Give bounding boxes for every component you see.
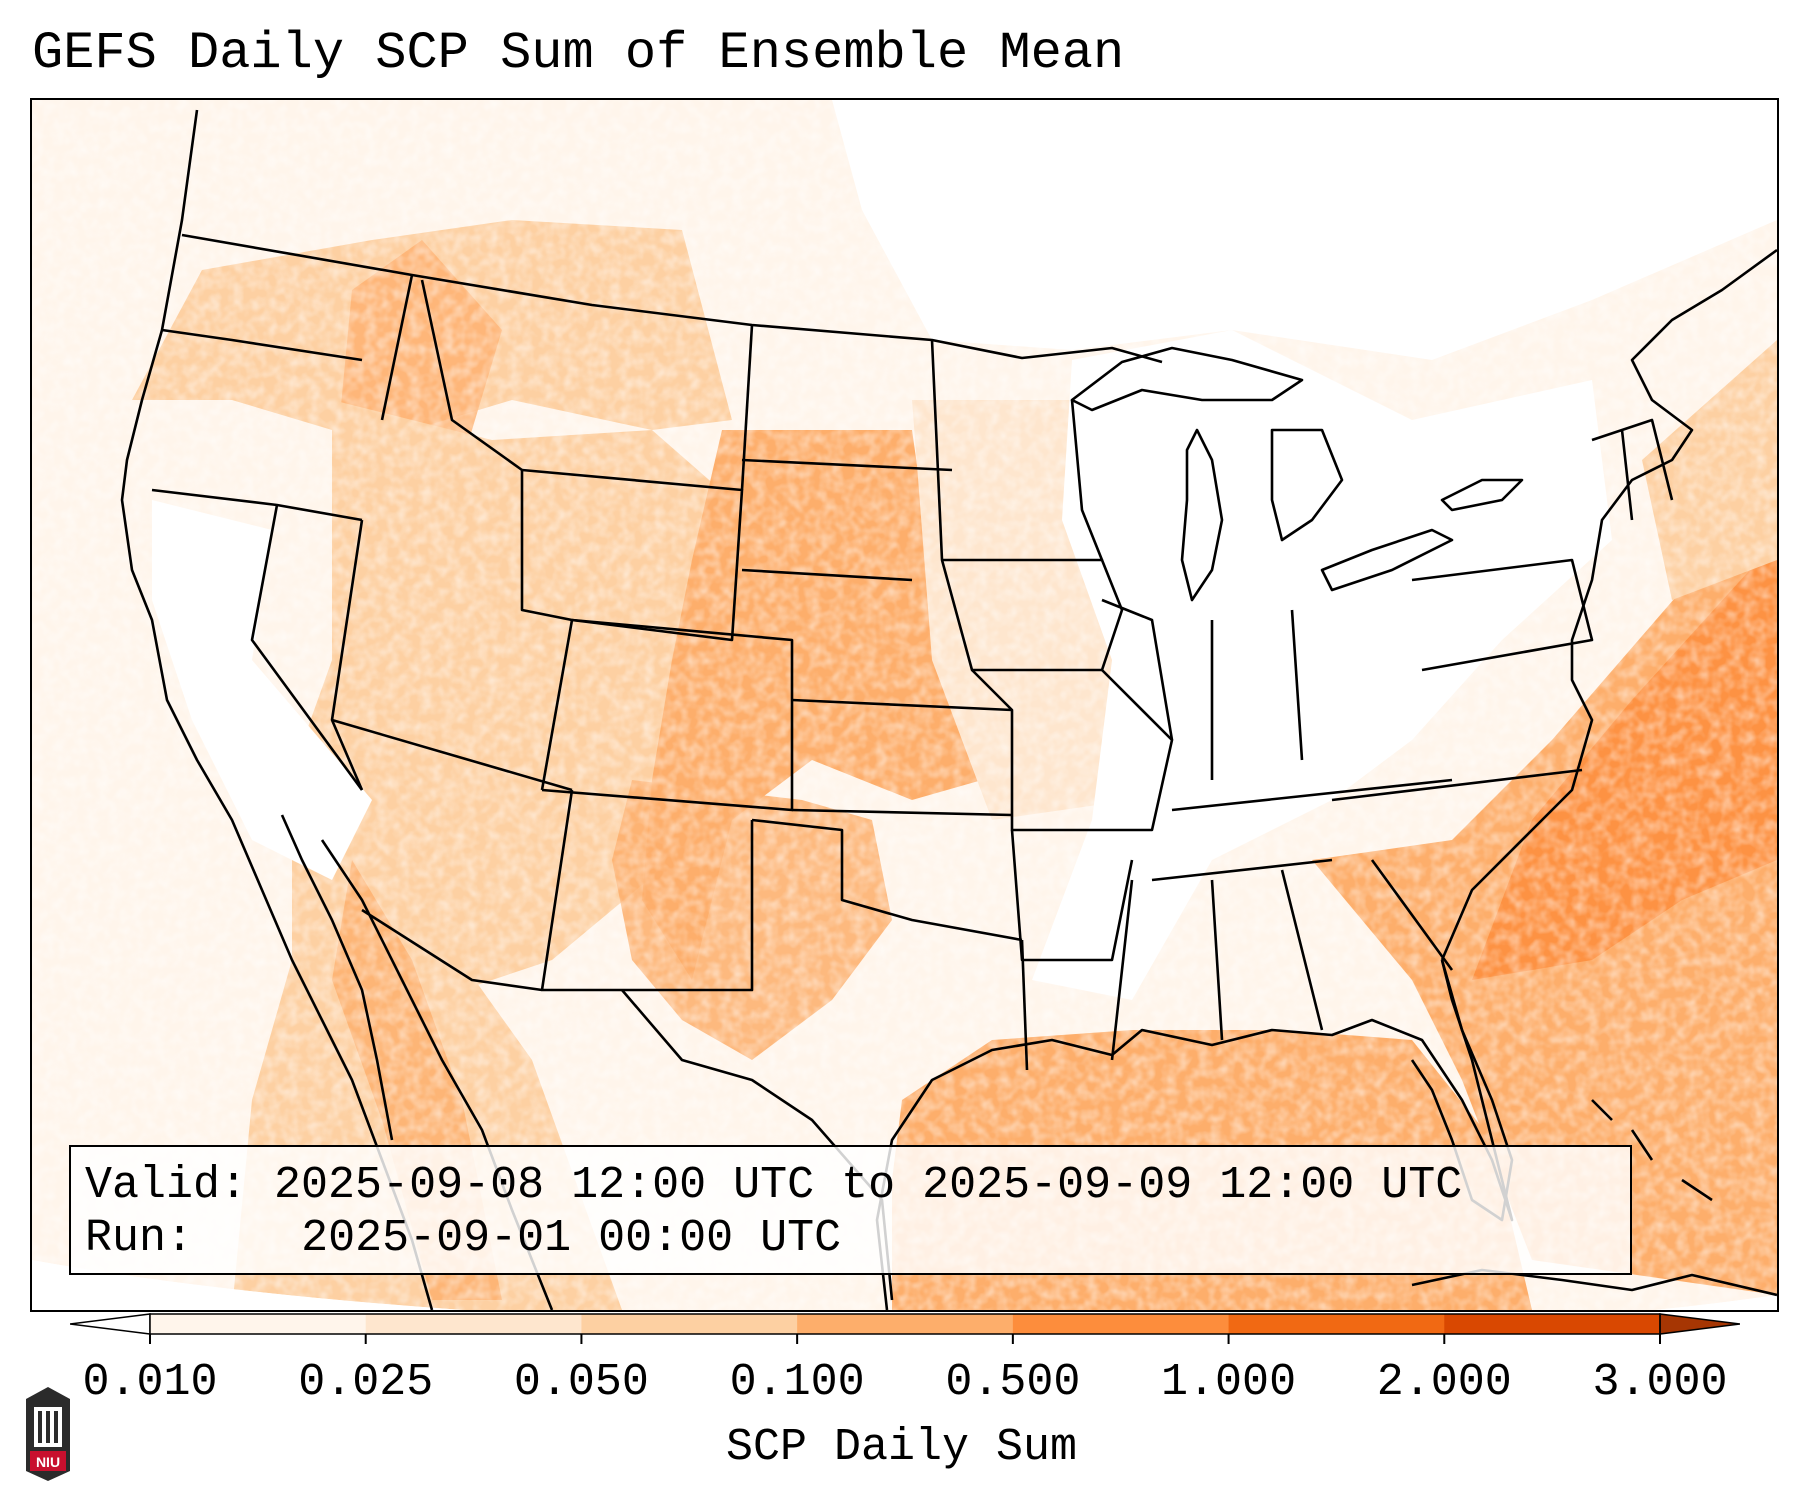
border-nd-sd <box>741 458 953 472</box>
colorbar-segments <box>70 1313 1740 1335</box>
coastline-west <box>120 109 434 1310</box>
border-tx-ok <box>751 818 1023 942</box>
logo-text: NIU <box>36 1454 60 1470</box>
border-wy <box>521 468 744 642</box>
border-or-wa <box>161 328 363 362</box>
border-va-nc <box>1331 768 1583 802</box>
colorbar-segment <box>1012 1314 1230 1334</box>
border-wa-id <box>380 274 414 421</box>
map-canvas <box>32 100 1777 1310</box>
coastline-east <box>1440 248 1777 961</box>
colorbar-tick-label: 0.010 <box>82 1357 218 1408</box>
colorbar-label: SCP Daily Sum <box>725 1422 1078 1473</box>
colorbar-segment <box>1228 1314 1445 1334</box>
map-panel: Valid: 2025-09-08 12:00 UTC to 2025-09-0… <box>30 98 1779 1312</box>
colorbar-extend-max <box>1659 1313 1740 1335</box>
colorbar-segment <box>365 1314 582 1334</box>
border-tx-la <box>1020 939 1029 1071</box>
colorbar-tick-label: 0.050 <box>513 1357 649 1408</box>
great-lake-michigan <box>1180 428 1224 602</box>
colorbar-segment <box>1444 1314 1661 1334</box>
border-co <box>541 618 794 812</box>
border-ut-az <box>331 718 573 792</box>
border-ks-ok <box>791 808 1013 817</box>
niu-logo-icon: NIU <box>26 1387 70 1481</box>
border-az-mx <box>361 908 543 992</box>
colorbar-segment <box>797 1314 1014 1334</box>
border-ar <box>1010 829 1134 962</box>
border-ms-al <box>1110 879 1224 1061</box>
border-pa-ny <box>1411 558 1594 672</box>
border-us-canada <box>181 233 1163 364</box>
border-nm <box>540 789 754 992</box>
colorbar-ticks <box>149 1334 1661 1344</box>
border-ut-co <box>540 619 574 791</box>
great-lake-superior <box>1070 346 1304 412</box>
colorbar-extend-min <box>70 1313 151 1335</box>
border-tn-ky <box>1151 778 1453 882</box>
colorbar-segment <box>150 1314 367 1334</box>
colorbar-tick-label: 0.100 <box>729 1357 865 1408</box>
coastline-bahamas <box>1591 1099 1713 1202</box>
border-id-mt <box>420 279 523 472</box>
valid-time-box: Valid: 2025-09-08 12:00 UTC to 2025-09-0… <box>69 1145 1632 1275</box>
great-lake-huron <box>1270 428 1344 542</box>
colorbar-tick-label: 0.500 <box>945 1357 1081 1408</box>
border-mt-nd <box>740 324 754 491</box>
boundary-lines <box>120 109 1777 1310</box>
valid-time-range: 2025-09-08 12:00 UTC to 2025-09-09 12:00… <box>274 1160 1463 1211</box>
border-id-wy <box>520 470 573 622</box>
border-nv-ca <box>250 504 364 791</box>
border-ga-sc <box>1280 859 1454 1031</box>
great-lake-erie <box>1320 528 1454 592</box>
page-title: GEFS Daily SCP Sum of Ensemble Mean <box>32 24 1125 83</box>
border-ne-ks <box>791 698 1013 712</box>
run-time: 2025-09-01 00:00 UTC <box>301 1213 842 1264</box>
colorbar-outline <box>149 1313 1661 1335</box>
border-new-england <box>1591 418 1674 521</box>
colorbar-tick-label: 2.000 <box>1376 1357 1512 1408</box>
colorbar-tick-label: 1.000 <box>1161 1357 1297 1408</box>
colorbar-tick-label: 0.025 <box>298 1357 434 1408</box>
colorbar-segment <box>581 1314 798 1334</box>
colorbar <box>70 1313 1740 1344</box>
projection-outside <box>32 1260 1777 1310</box>
valid-label: Valid: <box>85 1160 248 1211</box>
border-sd-ne <box>741 568 913 582</box>
run-label: Run: <box>85 1213 194 1264</box>
scp-shading-layer <box>32 100 1777 1310</box>
great-lake-ontario <box>1440 478 1524 512</box>
colorbar-tick-label: 3.000 <box>1592 1357 1728 1408</box>
border-mo <box>971 669 1174 832</box>
border-il-in-oh <box>1101 598 1304 780</box>
coastline-baja <box>280 814 394 1141</box>
